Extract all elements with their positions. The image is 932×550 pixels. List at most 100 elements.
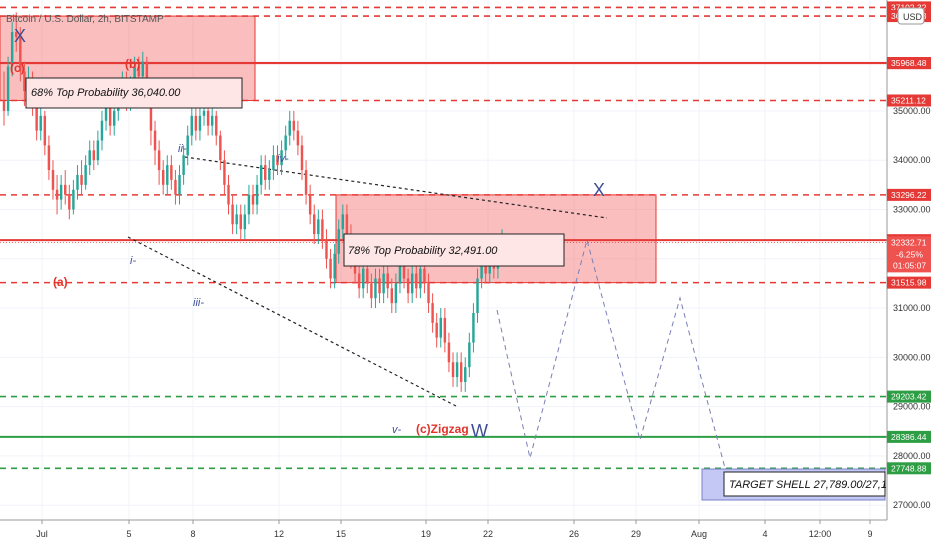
price-level-badge-label: 35211.12 [891, 95, 926, 105]
price-tick-label: 35000.00 [893, 106, 931, 116]
time-tick-label: 26 [569, 529, 579, 539]
price-level-badge-label: 35968.48 [891, 58, 927, 68]
currency-badge[interactable]: USD [897, 7, 925, 25]
price-axis-background [887, 0, 932, 550]
candle-body [313, 214, 316, 235]
time-tick-label: Jul [36, 529, 48, 539]
chart-grid [0, 0, 887, 520]
price-level-badge-label: 27748.88 [891, 463, 927, 473]
candle-body [149, 96, 153, 131]
price-level-badge [887, 94, 931, 107]
current-price-value: 32332.71 [891, 237, 927, 247]
price-tick-label: 29000.00 [893, 402, 931, 412]
candle-body [361, 268, 365, 289]
current-price-badge [887, 236, 931, 273]
candle-body [398, 263, 402, 284]
price-level-badge [887, 430, 931, 443]
candle-body [382, 273, 385, 294]
candle-body [10, 32, 14, 67]
candle-body [308, 194, 312, 215]
wave-label-x: X [593, 180, 605, 200]
candle-body [288, 120, 291, 136]
candle-body [96, 140, 100, 161]
wave-label-c-top: (c) [10, 61, 25, 75]
candle-body [157, 150, 161, 171]
candle-body [247, 194, 251, 215]
candle-body [23, 71, 26, 92]
candle-body [378, 278, 381, 294]
projected-wave-path [496, 238, 726, 469]
candle-body [88, 150, 91, 166]
current-price-change: -6.25% [896, 249, 923, 259]
candle-body [51, 170, 55, 190]
price-level-badge [887, 390, 931, 403]
candle-body [47, 145, 51, 171]
candle-body [243, 214, 247, 230]
zone-label-68: 68% Top Probability 36,040.00 [31, 87, 181, 99]
candle-body [231, 204, 234, 225]
candle-body [304, 170, 308, 195]
candle-body [112, 110, 116, 126]
candle-body [337, 229, 340, 254]
candle-body [459, 362, 463, 382]
wave-label-b: (b) [125, 57, 140, 71]
candle-body [476, 278, 479, 313]
candle-body [341, 214, 345, 230]
candle-body [153, 130, 157, 151]
wave-label-iv: iv- [277, 153, 289, 165]
candle-body [190, 115, 193, 136]
candle-body [219, 135, 222, 161]
candle-body [410, 273, 414, 294]
chart-title: Bitcoin / U.S. Dollar, 2h, BITSTAMP [6, 14, 164, 25]
candle-body [402, 263, 406, 279]
currency-badge-label: USD [903, 12, 923, 22]
candle-body [345, 214, 349, 235]
candle-body [2, 101, 6, 111]
candle-body [68, 194, 71, 210]
time-tick-label: 15 [336, 529, 346, 539]
candle-body [480, 263, 483, 279]
wedge-lower-trendline [127, 236, 459, 408]
time-tick-label: 9 [867, 529, 872, 539]
candle-body [43, 115, 47, 146]
candle-body [333, 253, 336, 279]
candle-body [202, 110, 206, 116]
candle-body [194, 115, 198, 131]
candle-body [251, 194, 255, 205]
price-level-badge-label: 29203.42 [891, 392, 927, 402]
wave-label-iii: iii- [193, 297, 204, 309]
candle-body [72, 189, 75, 210]
candle-body [390, 288, 394, 304]
wave-label-i: i- [130, 255, 136, 267]
candle-body [357, 273, 361, 289]
candle-body [406, 278, 410, 294]
time-tick-label: 4 [762, 529, 767, 539]
price-level-badge-label: 28386.44 [891, 432, 927, 442]
candle-body [182, 155, 185, 175]
wave-labels: X (c) (b) (a) i- ii- iii- iv- X v- (c)Zi… [10, 26, 605, 441]
candle-body [386, 273, 389, 289]
candle-body [174, 179, 177, 195]
candle-body [186, 135, 189, 156]
candle-body [321, 219, 324, 240]
candle-body [435, 322, 438, 338]
candle-body [366, 268, 369, 284]
candle-body [455, 362, 459, 378]
candle-body [39, 115, 42, 131]
time-tick-label: Aug [691, 529, 707, 539]
candle-body [100, 120, 104, 141]
candle-body [235, 214, 238, 225]
price-tick-label: 30000.00 [893, 352, 931, 362]
candle-body [325, 239, 328, 259]
candle-body [137, 66, 140, 77]
candle-body [76, 174, 79, 190]
currency-badge-frame [897, 7, 925, 25]
zone-label-box-68 [25, 77, 243, 109]
candle-body [215, 115, 218, 136]
time-tick-label: 12:00 [809, 529, 832, 539]
candle-body [84, 165, 87, 185]
price-level-badge-label: 37102.32 [891, 2, 927, 12]
candle-body [415, 273, 418, 289]
candle-body [198, 115, 202, 131]
